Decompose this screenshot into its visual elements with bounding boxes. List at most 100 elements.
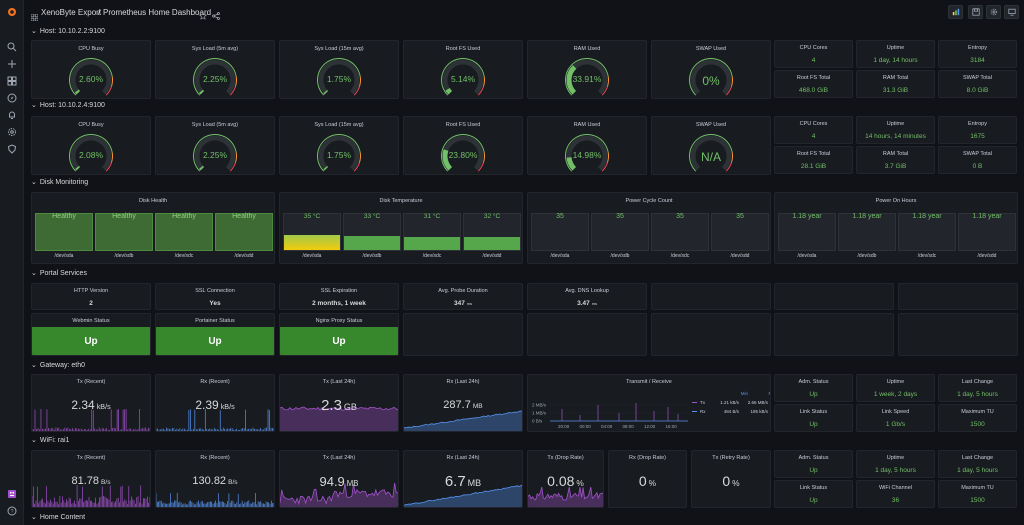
legend-item[interactable]: Rx 484 B/s 185 kB/s <box>692 409 768 414</box>
gauge-panel[interactable]: Sys Load (15m avg) 1.75% <box>279 40 399 99</box>
disk-hours-panel[interactable]: Power On Hours 1.18 year/dev/sda 1.18 year… <box>774 192 1018 264</box>
empty-panel[interactable] <box>651 283 771 310</box>
stat-panel[interactable]: Adm. Status Up <box>774 450 853 478</box>
gauge-panel[interactable]: Sys Load (5m avg) 2.25% <box>155 40 275 99</box>
disk-cycles-panel[interactable]: Power Cycle Count 35/dev/sda 35/dev/sdb 35 /… <box>527 192 771 264</box>
service-status-panel[interactable]: Portainer Status Up <box>155 313 275 356</box>
dashboards-icon[interactable] <box>4 73 20 89</box>
stat-panel[interactable]: Last Change 1 day, 5 hours <box>938 374 1017 402</box>
empty-panel[interactable] <box>898 283 1018 310</box>
empty-panel[interactable] <box>774 313 894 356</box>
row-host2[interactable]: ⌄ Host: 10.10.2.4:9100 <box>31 101 105 110</box>
row-portal[interactable]: ⌄ Portal Services <box>31 269 87 278</box>
empty-panel[interactable] <box>774 283 894 310</box>
big-stat-panel[interactable]: Tx (Drop Rate) 0.08% <box>527 450 604 508</box>
empty-panel[interactable] <box>651 313 771 356</box>
row-wifi[interactable]: ⌄ WiFi: rai1 <box>31 436 69 445</box>
row-home[interactable]: ⌄ Home Content <box>31 513 85 522</box>
bell-icon[interactable] <box>4 107 20 123</box>
stat-panel[interactable]: SWAP Total 8.0 GiB <box>938 70 1017 98</box>
shield-icon[interactable] <box>4 141 20 157</box>
stat-panel[interactable]: Uptime 1 week, 2 days <box>856 374 935 402</box>
gear-icon[interactable] <box>4 124 20 140</box>
portal-stat-panel[interactable]: SSL Expiration 2 months, 1 week <box>279 283 399 310</box>
big-stat-panel[interactable]: Tx (Last 24h) 94.9 MB <box>279 450 399 508</box>
big-stat-panel[interactable]: Tx (Recent) 81.78 B/s <box>31 450 151 508</box>
stat-panel[interactable]: Link Speed 1 Gb/s <box>856 404 935 432</box>
gauge-panel[interactable]: CPU Busy 2.60% <box>31 40 151 99</box>
big-stat-panel[interactable]: Tx (Retry Rate) 0% <box>691 450 771 508</box>
big-stat-panel[interactable]: Rx (Last 24h) 287.7 MB <box>403 374 523 432</box>
stat-panel[interactable]: CPU Cores 4 <box>774 116 853 144</box>
row-host1[interactable]: ⌄ Host: 10.10.2.2:9100 <box>31 27 105 36</box>
grafana-logo-icon[interactable] <box>4 4 20 20</box>
device-label: /dev/sda <box>550 253 570 259</box>
gauge-panel[interactable]: SWAP Used 0% <box>651 40 771 99</box>
gauge-panel[interactable]: Root FS Used 5.14% <box>403 40 523 99</box>
share-icon[interactable] <box>212 7 220 25</box>
service-status-panel[interactable]: Nginx Proxy Status Up <box>279 313 399 356</box>
portal-stat-panel[interactable]: HTTP Version 2 <box>31 283 151 310</box>
portal-stat-panel[interactable]: SSL Connection Yes <box>155 283 275 310</box>
big-stat-panel[interactable]: Tx (Last 24h) 2.3 GB <box>279 374 399 432</box>
star-icon[interactable] <box>198 7 208 25</box>
stat-panel[interactable]: Root FS Total 28.1 GiB <box>774 146 853 174</box>
gauge-panel[interactable]: SWAP Used N/A <box>651 116 771 175</box>
stat-panel[interactable]: SWAP Total 0 B <box>938 146 1017 174</box>
stat-panel[interactable]: WiFi Channel 36 <box>856 480 935 508</box>
tv-mode-button[interactable] <box>1004 5 1019 19</box>
add-panel-button[interactable] <box>948 5 963 19</box>
stat-panel[interactable]: Link Status Up <box>774 404 853 432</box>
plus-icon[interactable] <box>4 56 20 72</box>
search-icon[interactable] <box>4 39 20 55</box>
big-stat-panel[interactable]: Rx (Drop Rate) 0% <box>608 450 687 508</box>
stat-panel[interactable]: Maximum TU 1500 <box>938 480 1017 508</box>
empty-panel[interactable] <box>898 313 1018 356</box>
row-disk[interactable]: ⌄ Disk Monitoring <box>31 178 88 187</box>
stat-panel[interactable]: Entropy 1675 <box>938 116 1017 144</box>
stat-panel[interactable]: Maximum TU 1500 <box>938 404 1017 432</box>
legend-item[interactable]: Tx 1.21 kB/s 2.66 MB/s <box>692 400 768 405</box>
stat-panel[interactable]: RAM Total 31.3 GiB <box>856 70 935 98</box>
gauge-panel[interactable]: Sys Load (5m avg) 2.25% <box>155 116 275 175</box>
gauge-panel[interactable]: Root FS Used 23.80% <box>403 116 523 175</box>
avatar[interactable] <box>4 486 20 502</box>
panel-title: Root FS Used <box>445 46 481 52</box>
compass-icon[interactable] <box>4 90 20 106</box>
gauge-panel[interactable]: RAM Used 14.98% <box>527 116 647 175</box>
big-stat-panel[interactable]: Rx (Recent) 2.39 kB/s <box>155 374 275 432</box>
stat-panel[interactable]: Root FS Total 468.0 GiB <box>774 70 853 98</box>
save-dashboard-button[interactable] <box>968 5 983 19</box>
big-stat-panel[interactable]: Rx (Last 24h) 6.7 MB <box>403 450 523 508</box>
portal-stat-panel[interactable]: Avg. Probe Duration 347 ms <box>403 283 523 310</box>
stat-panel[interactable]: Adm. Status Up <box>774 374 853 402</box>
stat-panel[interactable]: Uptime 1 day, 5 hours <box>856 450 935 478</box>
stat-panel[interactable]: Link Status Up <box>774 480 853 508</box>
disk-temp-panel[interactable]: Disk Temperature 35 °C/dev/sda 33 °C/dev/s… <box>279 192 523 264</box>
gauge-panel[interactable]: RAM Used 33.91% <box>527 40 647 99</box>
empty-panel[interactable] <box>403 313 523 356</box>
big-stat-panel[interactable]: Tx (Recent) 2.34 kB/s <box>31 374 151 432</box>
stat-panel[interactable]: CPU Cores 4 <box>774 40 853 68</box>
row-gateway[interactable]: ⌄ Gateway: eth0 <box>31 361 85 370</box>
help-icon[interactable]: ? <box>4 503 20 519</box>
gauge-arc <box>317 134 361 172</box>
gauge-panel[interactable]: CPU Busy 2.08% <box>31 116 151 175</box>
stat-panel[interactable]: Uptime 1 day, 14 hours <box>856 40 935 68</box>
disk-health-panel[interactable]: Disk Health Healthy/dev/sda Healthy/dev/sd… <box>31 192 275 264</box>
breadcrumb-folder[interactable]: XenoByte Export <box>41 8 102 17</box>
empty-panel[interactable] <box>527 313 647 356</box>
big-stat-panel[interactable]: Rx (Recent) 130.82 B/s <box>155 450 275 508</box>
settings-button[interactable] <box>986 5 1001 19</box>
service-status-panel[interactable]: Webmin Status Up <box>31 313 151 356</box>
gauge-threshold-ok <box>441 134 485 172</box>
gauge-panel[interactable]: Sys Load (15m avg) 1.75% <box>279 116 399 175</box>
stat-panel[interactable]: Entropy 3184 <box>938 40 1017 68</box>
stat-panel[interactable]: Last Change 1 day, 5 hours <box>938 450 1017 478</box>
stat-panel[interactable]: Uptime 14 hours, 14 minutes <box>856 116 935 144</box>
transmit-receive-chart[interactable]: Transmit / Receive 2 MB/s 1 MB/s 0 B/s 20:00… <box>527 374 771 432</box>
stat-panel[interactable]: RAM Total 3.7 GiB <box>856 146 935 174</box>
row-title-text: Host: 10.10.2.4:9100 <box>39 101 105 109</box>
portal-stat-panel[interactable]: Avg. DNS Lookup 3.47 ms <box>527 283 647 310</box>
page-title[interactable]: Prometheus Home Dashboard <box>103 8 212 17</box>
